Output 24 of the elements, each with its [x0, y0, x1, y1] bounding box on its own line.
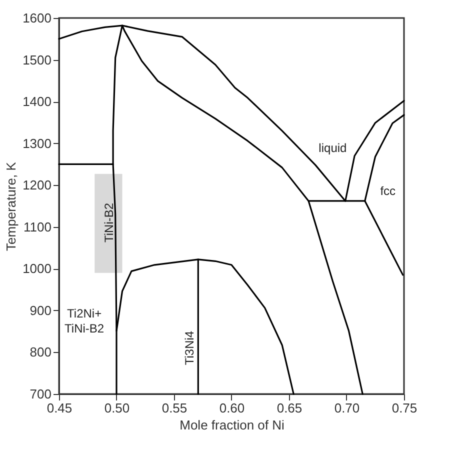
y-tick-label: 800: [30, 344, 52, 360]
annotation: TiNi-B2: [102, 202, 116, 242]
y-tick-label: 1400: [22, 94, 52, 110]
y-tick-label: 1500: [22, 52, 52, 68]
y-tick-label: 1100: [24, 219, 52, 234]
x-tick-label: 0.50: [104, 400, 130, 416]
y-tick-label: 1300: [22, 136, 52, 151]
y-axis-title: Temperature, K: [4, 162, 19, 251]
y-tick-label: 700: [30, 386, 52, 402]
annotation: Ti3Ni4: [182, 330, 197, 366]
x-tick-label: 0.65: [276, 400, 302, 416]
x-tick-label: 0.45: [46, 400, 72, 416]
x-tick-label: 0.55: [162, 400, 188, 416]
y-tick-label: 1200: [22, 178, 52, 193]
y-tick-label: 1000: [22, 261, 52, 276]
y-tick-label: 900: [30, 302, 52, 318]
y-tick-label: 1600: [22, 10, 52, 26]
x-tick-label: 0.70: [334, 400, 360, 416]
x-axis-title: Mole fraction of Ni: [180, 418, 284, 432]
annotation: Ti2Ni+ TiNi-B2: [64, 306, 104, 336]
annotation: fcc: [380, 184, 396, 198]
annotation: liquid: [318, 140, 347, 155]
x-tick-label: 0.75: [392, 400, 418, 416]
x-tick-label: 0.60: [219, 400, 245, 416]
